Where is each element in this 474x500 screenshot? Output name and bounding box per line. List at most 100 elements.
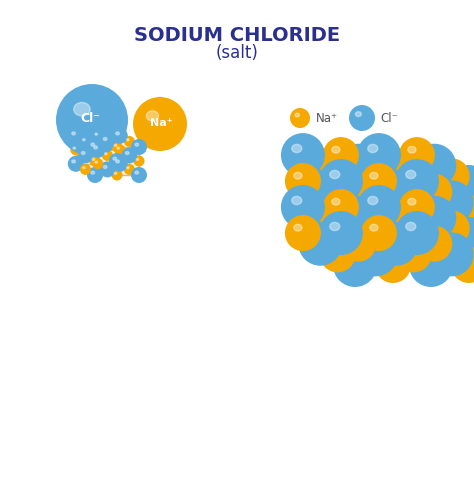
Circle shape bbox=[409, 243, 453, 287]
Ellipse shape bbox=[356, 112, 361, 116]
Circle shape bbox=[416, 226, 452, 262]
Circle shape bbox=[378, 148, 414, 184]
Circle shape bbox=[412, 196, 456, 240]
Polygon shape bbox=[120, 136, 139, 175]
Ellipse shape bbox=[114, 172, 117, 174]
Circle shape bbox=[396, 236, 432, 272]
Circle shape bbox=[102, 150, 113, 161]
Ellipse shape bbox=[82, 138, 85, 141]
Circle shape bbox=[290, 108, 310, 128]
Circle shape bbox=[87, 139, 103, 155]
Ellipse shape bbox=[458, 176, 468, 184]
Ellipse shape bbox=[406, 170, 416, 178]
Ellipse shape bbox=[384, 204, 392, 211]
Ellipse shape bbox=[103, 166, 107, 168]
Circle shape bbox=[298, 170, 342, 214]
Circle shape bbox=[434, 158, 470, 194]
Circle shape bbox=[285, 215, 321, 251]
Circle shape bbox=[413, 221, 449, 257]
Ellipse shape bbox=[72, 132, 75, 135]
Ellipse shape bbox=[387, 209, 395, 216]
Circle shape bbox=[70, 144, 82, 156]
Ellipse shape bbox=[460, 256, 468, 263]
Ellipse shape bbox=[344, 202, 354, 210]
Circle shape bbox=[374, 170, 418, 214]
Polygon shape bbox=[76, 136, 120, 164]
Ellipse shape bbox=[425, 235, 433, 242]
Circle shape bbox=[124, 164, 135, 175]
Circle shape bbox=[358, 210, 393, 246]
Circle shape bbox=[340, 174, 376, 210]
Circle shape bbox=[349, 105, 375, 131]
Ellipse shape bbox=[422, 178, 430, 185]
Circle shape bbox=[131, 167, 147, 183]
Circle shape bbox=[111, 170, 122, 180]
Ellipse shape bbox=[349, 183, 357, 190]
Text: Na⁺: Na⁺ bbox=[150, 118, 173, 128]
Circle shape bbox=[451, 247, 474, 283]
Circle shape bbox=[429, 180, 474, 224]
Ellipse shape bbox=[125, 152, 129, 154]
Ellipse shape bbox=[366, 168, 375, 174]
Circle shape bbox=[447, 165, 474, 209]
Circle shape bbox=[316, 154, 360, 198]
Circle shape bbox=[371, 217, 415, 261]
Ellipse shape bbox=[94, 146, 97, 149]
Ellipse shape bbox=[368, 144, 378, 152]
Circle shape bbox=[124, 136, 135, 147]
Ellipse shape bbox=[330, 170, 340, 178]
Ellipse shape bbox=[344, 254, 354, 262]
Ellipse shape bbox=[127, 138, 129, 141]
Ellipse shape bbox=[422, 230, 430, 237]
Circle shape bbox=[447, 217, 474, 261]
Ellipse shape bbox=[311, 209, 319, 216]
Ellipse shape bbox=[408, 146, 416, 153]
Ellipse shape bbox=[91, 143, 95, 146]
Ellipse shape bbox=[332, 198, 340, 205]
Ellipse shape bbox=[295, 113, 300, 117]
Ellipse shape bbox=[72, 160, 75, 163]
Ellipse shape bbox=[114, 144, 117, 146]
Circle shape bbox=[90, 142, 106, 158]
Circle shape bbox=[121, 148, 137, 164]
Circle shape bbox=[399, 189, 435, 225]
Ellipse shape bbox=[95, 161, 98, 163]
Text: Cl⁻: Cl⁻ bbox=[380, 112, 398, 124]
Circle shape bbox=[412, 144, 456, 188]
Circle shape bbox=[56, 84, 128, 156]
Ellipse shape bbox=[327, 166, 337, 174]
Circle shape bbox=[100, 134, 115, 150]
Circle shape bbox=[336, 196, 380, 240]
Circle shape bbox=[378, 200, 414, 235]
Ellipse shape bbox=[370, 172, 378, 179]
Ellipse shape bbox=[370, 224, 378, 231]
Circle shape bbox=[395, 211, 439, 255]
Circle shape bbox=[354, 232, 398, 276]
Circle shape bbox=[399, 137, 435, 173]
Circle shape bbox=[68, 128, 84, 144]
Circle shape bbox=[131, 139, 147, 155]
Ellipse shape bbox=[116, 132, 119, 135]
Ellipse shape bbox=[440, 192, 450, 200]
Circle shape bbox=[375, 195, 411, 231]
Ellipse shape bbox=[440, 244, 450, 252]
Circle shape bbox=[416, 174, 452, 210]
Circle shape bbox=[80, 136, 91, 147]
Ellipse shape bbox=[330, 222, 340, 230]
Ellipse shape bbox=[294, 172, 302, 179]
Circle shape bbox=[323, 137, 359, 173]
Circle shape bbox=[429, 232, 474, 276]
Ellipse shape bbox=[425, 183, 433, 190]
Circle shape bbox=[319, 236, 356, 272]
Ellipse shape bbox=[292, 144, 302, 152]
Ellipse shape bbox=[365, 244, 374, 252]
Text: (salt): (salt) bbox=[216, 44, 258, 62]
Circle shape bbox=[323, 189, 359, 225]
Circle shape bbox=[319, 184, 356, 220]
Text: Cl⁻: Cl⁻ bbox=[80, 112, 100, 124]
Ellipse shape bbox=[443, 168, 451, 174]
Circle shape bbox=[333, 243, 377, 287]
Circle shape bbox=[375, 247, 411, 283]
Circle shape bbox=[134, 156, 145, 166]
Circle shape bbox=[302, 148, 338, 184]
